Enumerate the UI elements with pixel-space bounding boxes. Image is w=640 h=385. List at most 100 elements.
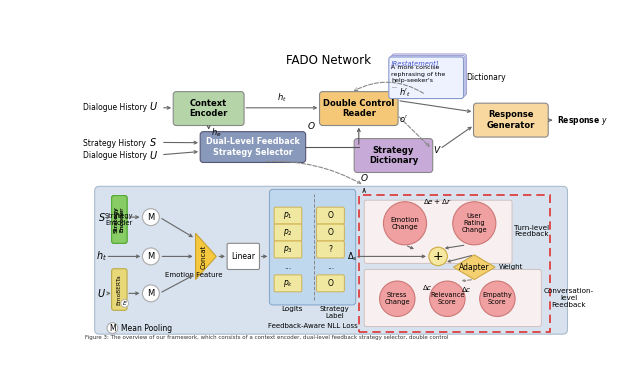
Text: Feedback-Aware NLL Loss: Feedback-Aware NLL Loss <box>268 323 358 329</box>
Text: ...: ... <box>284 262 292 271</box>
Text: $U$: $U$ <box>97 287 106 300</box>
Text: ?: ? <box>328 245 332 254</box>
Circle shape <box>380 281 415 316</box>
Text: Stress
Change: Stress Change <box>385 292 410 305</box>
FancyBboxPatch shape <box>111 196 127 243</box>
Circle shape <box>452 202 496 245</box>
FancyBboxPatch shape <box>474 103 548 137</box>
Text: rephrasing of the: rephrasing of the <box>391 72 445 77</box>
Circle shape <box>143 285 159 302</box>
Bar <box>359 195 550 332</box>
Text: $h_t$: $h_t$ <box>96 249 107 263</box>
Text: $S$: $S$ <box>149 136 157 148</box>
Text: $\Delta e+\Delta r$: $\Delta e+\Delta r$ <box>423 198 452 206</box>
Text: $O$: $O$ <box>307 120 316 131</box>
Text: $h'_t$: $h'_t$ <box>399 87 412 99</box>
Text: Linear: Linear <box>231 252 255 261</box>
Text: Dual-Level Feedback
Strategy Selector: Dual-Level Feedback Strategy Selector <box>206 137 300 157</box>
Text: M: M <box>147 289 154 298</box>
Text: Strategy
Encoder: Strategy Encoder <box>114 207 125 232</box>
Circle shape <box>143 209 159 226</box>
Text: Response
Generator: Response Generator <box>486 110 535 130</box>
FancyBboxPatch shape <box>392 54 467 95</box>
Text: Strategy History: Strategy History <box>83 139 146 149</box>
FancyBboxPatch shape <box>390 55 465 97</box>
Text: Dialogue History: Dialogue History <box>83 151 147 160</box>
FancyBboxPatch shape <box>274 241 302 258</box>
FancyBboxPatch shape <box>274 224 302 241</box>
Text: $p_k$: $p_k$ <box>283 278 293 289</box>
FancyBboxPatch shape <box>317 241 344 258</box>
FancyBboxPatch shape <box>319 92 398 126</box>
FancyBboxPatch shape <box>111 269 127 310</box>
Text: Empathy
Score: Empathy Score <box>483 292 512 305</box>
Text: Relevance
Score: Relevance Score <box>430 292 465 305</box>
FancyBboxPatch shape <box>111 196 127 243</box>
Text: Strategy
Encoder: Strategy Encoder <box>114 206 125 233</box>
Text: Emotion Feature: Emotion Feature <box>164 272 222 278</box>
Text: M: M <box>109 323 116 333</box>
Text: $S$: $S$ <box>98 211 106 223</box>
Text: Figure 3: The overview of our framework, which consists of a context encoder, du: Figure 3: The overview of our framework,… <box>86 335 449 340</box>
Text: Response $y$: Response $y$ <box>557 114 607 127</box>
Text: Logits: Logits <box>282 306 303 312</box>
Text: ...: ... <box>391 84 397 89</box>
Text: $\Delta_s$: $\Delta_s$ <box>346 250 357 263</box>
Circle shape <box>429 281 465 316</box>
Circle shape <box>121 300 129 307</box>
Text: O: O <box>328 279 333 288</box>
Text: FADO Network: FADO Network <box>285 54 371 67</box>
Text: $h_t$: $h_t$ <box>277 92 287 104</box>
Text: $V$: $V$ <box>433 144 442 154</box>
Text: Dialogue History: Dialogue History <box>83 103 147 112</box>
Text: $\Delta c$: $\Delta c$ <box>461 285 472 294</box>
Text: M: M <box>147 213 154 222</box>
FancyBboxPatch shape <box>274 275 302 292</box>
Text: Strategy
Encoder: Strategy Encoder <box>105 213 134 226</box>
Text: $p_2$: $p_2$ <box>283 227 293 238</box>
Text: [Restatement]: [Restatement] <box>391 60 440 67</box>
FancyBboxPatch shape <box>95 186 568 334</box>
Text: $\Delta c$: $\Delta c$ <box>422 283 433 292</box>
Text: $U$: $U$ <box>148 149 157 161</box>
Text: $h_e$: $h_e$ <box>211 126 221 139</box>
Text: $O$: $O$ <box>360 172 369 183</box>
Text: Double Control
Reader: Double Control Reader <box>323 99 394 118</box>
FancyBboxPatch shape <box>354 139 433 172</box>
FancyBboxPatch shape <box>364 200 512 263</box>
Text: $U$: $U$ <box>148 100 157 112</box>
Text: Dictionary: Dictionary <box>467 72 506 82</box>
Circle shape <box>480 281 515 316</box>
FancyBboxPatch shape <box>227 243 259 270</box>
FancyBboxPatch shape <box>364 270 541 326</box>
FancyBboxPatch shape <box>200 132 306 162</box>
Text: Strategy
Dictionary: Strategy Dictionary <box>369 146 418 165</box>
FancyBboxPatch shape <box>317 224 344 241</box>
Text: ...: ... <box>327 262 334 271</box>
Text: EmoBERTa: EmoBERTa <box>117 274 122 305</box>
Text: Mean Pooling: Mean Pooling <box>121 323 172 333</box>
FancyBboxPatch shape <box>269 189 356 305</box>
Text: Turn-level
Feedback: Turn-level Feedback <box>515 224 550 238</box>
Text: Weight: Weight <box>499 264 524 270</box>
Circle shape <box>383 202 427 245</box>
FancyBboxPatch shape <box>274 207 302 224</box>
Polygon shape <box>454 255 495 280</box>
Text: $p_3$: $p_3$ <box>283 244 293 255</box>
Circle shape <box>143 248 159 265</box>
Circle shape <box>429 247 447 266</box>
Text: E: E <box>123 301 127 306</box>
Text: +: + <box>433 250 444 263</box>
Text: $o'$: $o'$ <box>399 114 408 124</box>
Text: $p_1$: $p_1$ <box>283 210 293 221</box>
Text: O: O <box>328 228 333 237</box>
Polygon shape <box>196 233 216 280</box>
Text: Context
Encoder: Context Encoder <box>189 99 228 118</box>
FancyBboxPatch shape <box>317 275 344 292</box>
Text: Concat: Concat <box>200 244 206 269</box>
Text: M: M <box>147 252 154 261</box>
Text: Conversation-
level
Feedback: Conversation- level Feedback <box>543 288 594 308</box>
Text: A more concise: A more concise <box>391 65 440 70</box>
FancyBboxPatch shape <box>389 57 463 99</box>
Text: User
Rating
Change: User Rating Change <box>461 213 487 233</box>
